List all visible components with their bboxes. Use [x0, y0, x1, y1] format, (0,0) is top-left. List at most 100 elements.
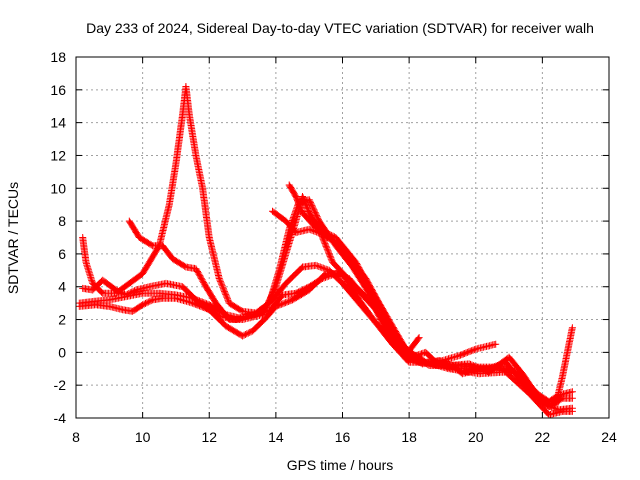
data-point	[195, 267, 197, 270]
data-point	[494, 343, 497, 346]
data-point	[175, 162, 177, 165]
data-point	[218, 277, 220, 280]
x-axis-label: GPS time / hours	[287, 457, 394, 473]
data-point	[458, 354, 460, 357]
data-point	[95, 304, 97, 306]
data-point	[534, 392, 537, 395]
data-point	[348, 277, 351, 280]
data-point	[295, 220, 297, 222]
data-point	[331, 261, 334, 263]
data-point	[321, 277, 324, 280]
data-point	[141, 304, 144, 306]
series-markers	[285, 181, 576, 410]
data-point	[191, 302, 194, 304]
data-point	[218, 315, 220, 318]
data-point	[528, 392, 530, 395]
data-point	[418, 336, 420, 339]
data-point	[318, 220, 321, 222]
x-tick-label: 18	[401, 429, 417, 445]
data-point	[478, 372, 480, 375]
data-point	[108, 305, 111, 308]
data-point	[158, 292, 161, 295]
data-point	[518, 377, 520, 380]
data-point	[175, 297, 177, 300]
data-point	[295, 231, 297, 234]
data-point	[288, 184, 291, 186]
data-point	[308, 199, 311, 201]
x-tick-label: 12	[201, 429, 217, 445]
series-track-7	[285, 181, 576, 410]
data-point	[185, 85, 187, 88]
data-point	[115, 289, 117, 291]
y-tick-label: 16	[50, 82, 66, 98]
grid-lines	[76, 57, 609, 418]
data-point	[235, 318, 237, 321]
data-point	[135, 289, 137, 291]
data-point	[215, 302, 217, 304]
data-point	[171, 258, 174, 260]
data-point	[408, 351, 410, 354]
data-point	[101, 292, 104, 295]
data-point	[335, 272, 337, 275]
data-point	[375, 322, 377, 324]
data-point	[268, 310, 271, 313]
data-point	[141, 272, 144, 275]
data-point	[571, 390, 574, 393]
data-point	[181, 285, 184, 288]
data-point	[341, 282, 344, 285]
y-tick-label: 0	[58, 344, 66, 360]
data-point	[561, 410, 564, 413]
data-point	[438, 359, 440, 362]
data-point	[181, 113, 184, 116]
data-point	[241, 310, 244, 313]
data-point	[561, 397, 564, 400]
x-tick-label: 10	[135, 429, 151, 445]
data-point	[521, 372, 524, 375]
series-markers	[79, 270, 576, 414]
x-axis-ticks: 8 10 12 14 16 18 20 22 24	[72, 57, 617, 445]
data-point	[285, 253, 287, 255]
data-point	[138, 236, 141, 239]
data-point	[388, 335, 390, 337]
y-tick-label: 18	[50, 49, 66, 65]
data-point	[295, 292, 297, 295]
data-point	[131, 310, 134, 313]
data-point	[251, 330, 254, 332]
data-point	[128, 282, 131, 285]
data-point	[468, 363, 470, 365]
x-tick-label: 22	[535, 429, 551, 445]
data-point	[295, 195, 297, 198]
data-point	[361, 294, 364, 296]
data-point	[128, 220, 131, 222]
data-point	[285, 220, 287, 222]
y-tick-label: 14	[50, 115, 66, 131]
data-point	[548, 405, 550, 408]
data-point	[285, 282, 287, 285]
data-point	[401, 351, 404, 354]
data-point	[148, 285, 151, 288]
data-point	[81, 236, 84, 239]
data-point	[291, 299, 294, 301]
y-axis-label: SDTVAR / TECUs	[5, 182, 21, 294]
data-series	[75, 83, 576, 419]
data-point	[91, 282, 94, 285]
data-point	[368, 285, 371, 288]
x-tick-label: 16	[335, 429, 351, 445]
data-point	[168, 203, 171, 206]
data-point	[358, 299, 361, 301]
data-point	[428, 364, 430, 367]
y-tick-label: 6	[58, 246, 66, 262]
data-point	[395, 335, 397, 337]
data-point	[185, 266, 187, 268]
data-point	[141, 292, 144, 295]
data-point	[301, 266, 304, 268]
data-point	[331, 240, 334, 242]
y-tick-label: -2	[54, 377, 67, 393]
data-point	[208, 236, 211, 239]
data-point	[381, 308, 384, 311]
data-point	[108, 299, 111, 301]
data-point	[251, 313, 254, 316]
data-point	[408, 361, 410, 364]
data-point	[571, 410, 574, 413]
